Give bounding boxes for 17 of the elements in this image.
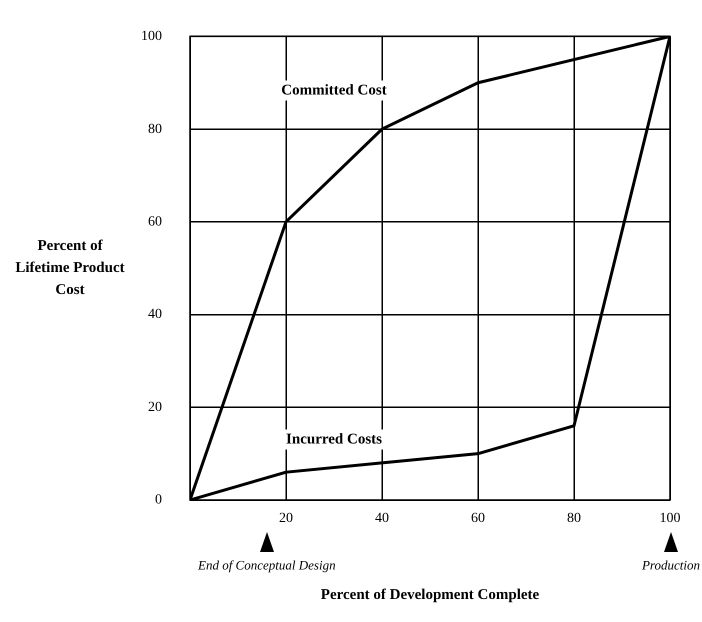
x-tick-label: 100 — [660, 511, 680, 526]
y-tick-label: 100 — [141, 29, 162, 44]
x-tick-label: 40 — [375, 511, 389, 526]
y-axis-title: Percent of Lifetime Product Cost — [15, 238, 125, 298]
y-tick-label: 0 — [155, 492, 162, 508]
x-axis-title: Percent of Development Complete — [320, 586, 540, 603]
y-tick-label: 60 — [148, 214, 162, 230]
y-tick-label: 20 — [148, 400, 162, 415]
x-tick-label: 20 — [279, 511, 293, 526]
y-tick-label: 40 — [148, 307, 162, 322]
series-label: Committed Cost — [281, 82, 387, 98]
text: End of Conceptual Design — [196, 557, 336, 572]
series-label: Incurred Costs — [286, 431, 382, 448]
x-tick-label: 80 — [567, 511, 581, 526]
y-tick-label: 80 — [148, 122, 162, 137]
text: Production — [640, 557, 700, 572]
x-tick-label: 60 — [471, 511, 485, 526]
